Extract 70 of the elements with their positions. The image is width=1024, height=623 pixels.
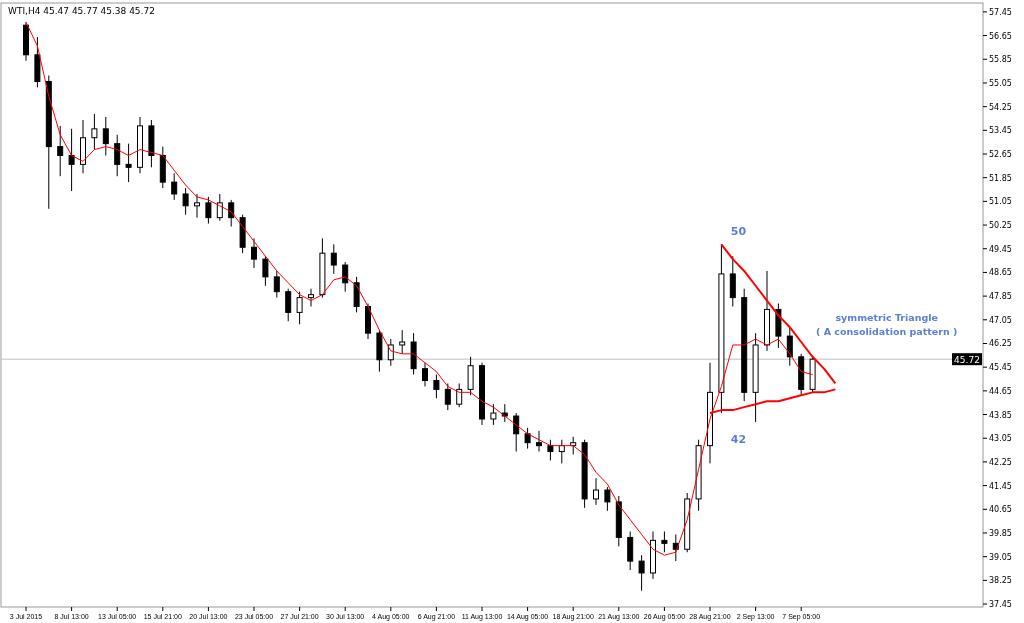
candlestick — [342, 261, 349, 293]
candlestick — [285, 288, 292, 322]
y-tick-label: 47.85 — [989, 292, 1012, 302]
y-tick-label: 44.65 — [989, 386, 1012, 396]
candlestick — [125, 143, 132, 183]
annotation: 42 — [730, 432, 747, 446]
candlestick — [330, 243, 337, 275]
y-tick-label: 51.85 — [989, 173, 1012, 183]
y-tick-label: 48.65 — [989, 268, 1012, 278]
candlestick — [661, 531, 668, 553]
candlestick — [182, 187, 189, 216]
y-tick-label: 56.65 — [989, 31, 1012, 41]
y-tick-label: 50.25 — [989, 221, 1012, 231]
y-tick-label: 40.65 — [989, 505, 1012, 515]
candlestick — [536, 430, 542, 453]
candlestick — [102, 116, 109, 156]
y-tick-label: 43.85 — [989, 410, 1012, 420]
candlestick — [194, 193, 200, 219]
candlestick — [433, 374, 440, 399]
candlestick — [467, 356, 474, 396]
y-tick-label: 55.85 — [989, 55, 1012, 65]
y-tick-label: 47.05 — [989, 315, 1012, 325]
candlestick — [251, 237, 257, 269]
candlestick — [547, 439, 554, 461]
candlestick — [57, 125, 64, 177]
candlestick — [627, 531, 634, 571]
ref-line-label: 45.72 — [954, 354, 980, 365]
candlestick — [604, 486, 611, 512]
y-tick-label: 39.85 — [989, 528, 1012, 538]
candlestick — [91, 113, 98, 151]
annotation: symmetric Triangle — [835, 312, 938, 324]
candlestick — [593, 477, 599, 506]
y-tick-label: 42.25 — [989, 457, 1012, 467]
candlestick — [216, 193, 223, 222]
annotation: ( A consolidation pattern ) — [816, 325, 958, 337]
candlestick — [729, 255, 736, 307]
y-tick-label: 53.45 — [989, 126, 1012, 136]
candlestick — [490, 403, 497, 426]
y-tick-label: 54.25 — [989, 102, 1012, 112]
candlestick — [444, 382, 451, 411]
candlestick — [273, 270, 280, 299]
candlestick — [171, 172, 178, 201]
candlestick — [308, 288, 314, 307]
y-tick-label: 39.05 — [989, 552, 1012, 562]
candlestick — [205, 196, 212, 225]
y-tick-label: 37.45 — [989, 600, 1012, 610]
y-tick-label: 49.45 — [989, 244, 1012, 254]
candlestick — [524, 427, 531, 450]
candlestick — [638, 554, 645, 592]
candlestick — [353, 276, 360, 313]
y-tick-label: 38.25 — [989, 576, 1012, 586]
candlestick — [513, 412, 520, 453]
candlestick — [786, 326, 793, 367]
y-tick-label: 41.45 — [989, 481, 1012, 491]
chart-title: WTI,H4 45.47 45.77 45.38 45.72 — [8, 6, 155, 16]
annotation: 50 — [730, 225, 747, 239]
y-tick-label: 43.05 — [989, 434, 1012, 444]
candlestick — [228, 199, 235, 228]
y-tick-label: 51.05 — [989, 197, 1012, 207]
y-tick-label: 46.25 — [989, 339, 1012, 349]
y-tick-label: 45.45 — [989, 363, 1012, 373]
candlestick — [399, 329, 406, 355]
candlestick — [296, 291, 303, 325]
candlestick — [262, 255, 269, 287]
candlestick — [422, 362, 428, 387]
y-tick-label: 55.05 — [989, 78, 1012, 88]
y-tick-label: 52.65 — [989, 150, 1012, 159]
candlestick — [114, 134, 121, 177]
candlestick — [68, 128, 75, 192]
y-tick-label: 57.45 — [989, 7, 1012, 17]
